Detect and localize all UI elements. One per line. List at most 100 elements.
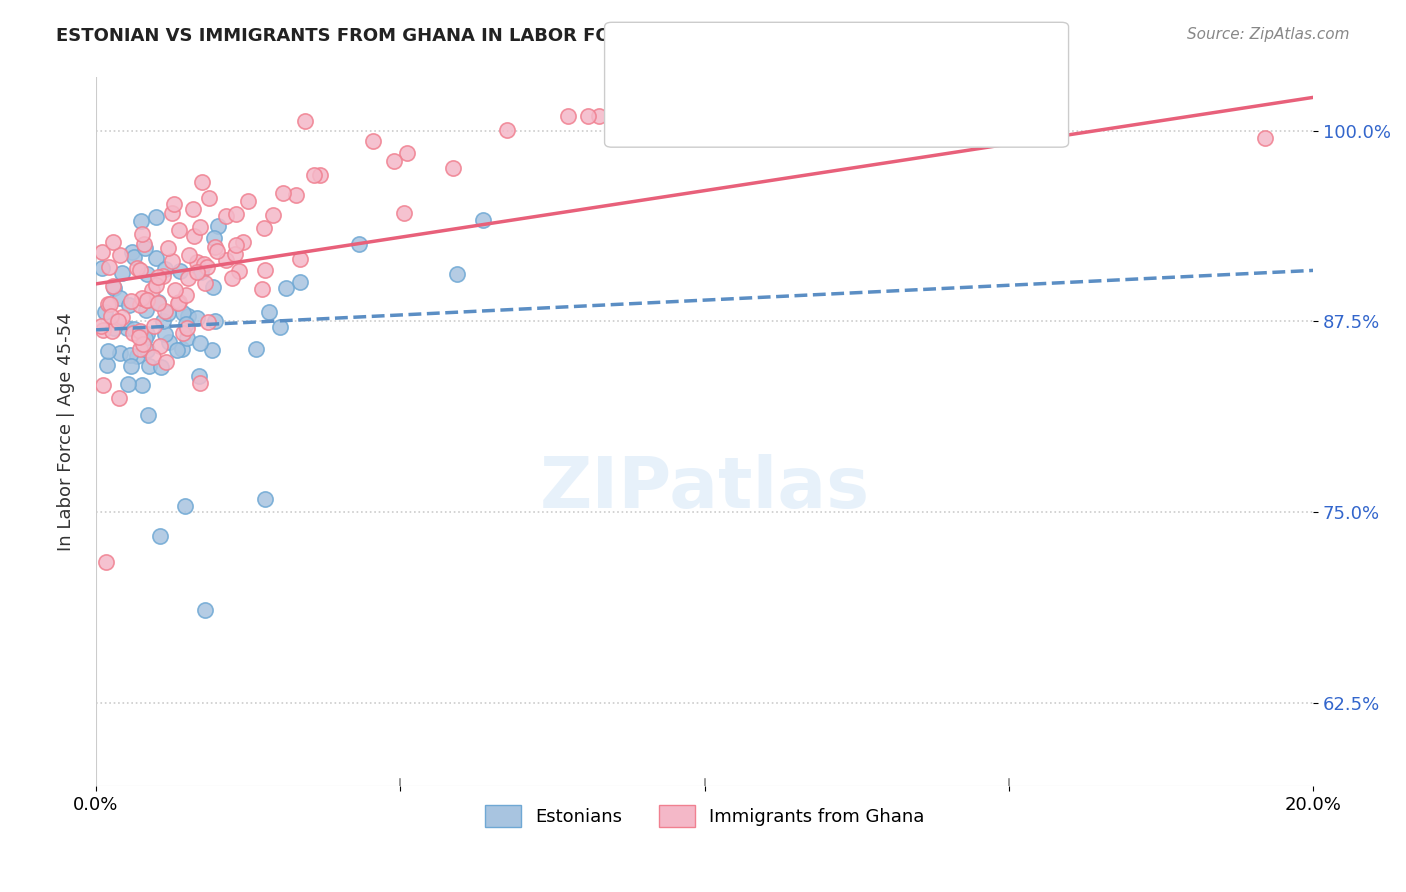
Point — [191, 175, 214, 189]
Point — [120, 348, 142, 362]
Point — [302, 168, 325, 182]
Point — [136, 343, 159, 357]
Point — [149, 339, 172, 353]
Point — [96, 358, 118, 372]
Point — [131, 227, 153, 242]
Point — [204, 314, 226, 328]
Point — [97, 297, 120, 311]
Point — [204, 240, 226, 254]
Point — [181, 202, 204, 216]
Point — [152, 314, 174, 328]
Point — [194, 603, 217, 617]
Point — [588, 109, 610, 123]
Point — [145, 277, 167, 292]
Point — [294, 114, 316, 128]
Point — [176, 321, 198, 335]
Point — [232, 235, 254, 250]
Point — [132, 337, 155, 351]
Point — [394, 205, 416, 219]
Point — [135, 267, 157, 281]
Point — [183, 229, 205, 244]
Point — [262, 208, 284, 222]
Point — [169, 294, 191, 309]
Point — [156, 241, 179, 255]
Point — [177, 271, 200, 285]
Point — [253, 220, 276, 235]
Point — [215, 252, 238, 267]
Point — [143, 318, 166, 333]
Point — [124, 321, 146, 335]
Point — [195, 260, 218, 275]
Point — [157, 335, 180, 350]
Point — [207, 219, 229, 233]
Point — [236, 194, 259, 209]
Point — [150, 359, 173, 374]
Point — [221, 271, 243, 285]
Point — [131, 292, 153, 306]
Point — [94, 305, 117, 319]
Point — [160, 254, 183, 268]
Point — [141, 283, 163, 297]
Point — [134, 241, 156, 255]
Point — [155, 261, 177, 276]
Point — [254, 262, 277, 277]
Point — [190, 335, 212, 350]
Point — [129, 298, 152, 312]
Point — [103, 278, 125, 293]
Point — [288, 252, 311, 266]
Point — [176, 331, 198, 345]
Point — [202, 231, 225, 245]
Point — [162, 206, 184, 220]
Point — [190, 265, 212, 279]
Point — [253, 491, 276, 506]
Point — [225, 238, 247, 252]
Point — [172, 326, 194, 340]
Point — [163, 197, 186, 211]
Point — [576, 109, 599, 123]
Point — [224, 247, 246, 261]
Point — [165, 283, 187, 297]
Point — [174, 499, 197, 513]
Point — [148, 296, 170, 310]
Text: R = 0.323   N = 96: R = 0.323 N = 96 — [647, 99, 846, 119]
Point — [127, 260, 149, 275]
Point — [167, 296, 190, 310]
Point — [471, 212, 494, 227]
Point — [91, 323, 114, 337]
Point — [131, 377, 153, 392]
Point — [557, 109, 579, 123]
Point — [120, 294, 142, 309]
Point — [188, 219, 211, 234]
Point — [136, 408, 159, 422]
Point — [146, 294, 169, 309]
Point — [110, 310, 132, 324]
Point — [155, 327, 177, 342]
Point — [91, 377, 114, 392]
Point — [103, 321, 125, 335]
Point — [309, 168, 332, 182]
Point — [134, 331, 156, 345]
Point — [269, 319, 291, 334]
Point — [225, 207, 247, 221]
Point — [214, 209, 236, 223]
Point — [156, 305, 179, 319]
Point — [132, 236, 155, 251]
Point — [100, 309, 122, 323]
Text: Source: ZipAtlas.com: Source: ZipAtlas.com — [1187, 27, 1350, 42]
Point — [395, 146, 418, 161]
Point — [446, 268, 468, 282]
Point — [135, 327, 157, 342]
Point — [205, 244, 228, 258]
Point — [201, 343, 224, 358]
Point — [135, 302, 157, 317]
Point — [145, 211, 167, 225]
Point — [122, 326, 145, 341]
Point — [142, 350, 165, 364]
Point — [194, 276, 217, 290]
Point — [250, 282, 273, 296]
Point — [121, 245, 143, 260]
Point — [1253, 131, 1275, 145]
Point — [172, 343, 194, 357]
Point — [257, 305, 280, 319]
Point — [155, 304, 177, 318]
